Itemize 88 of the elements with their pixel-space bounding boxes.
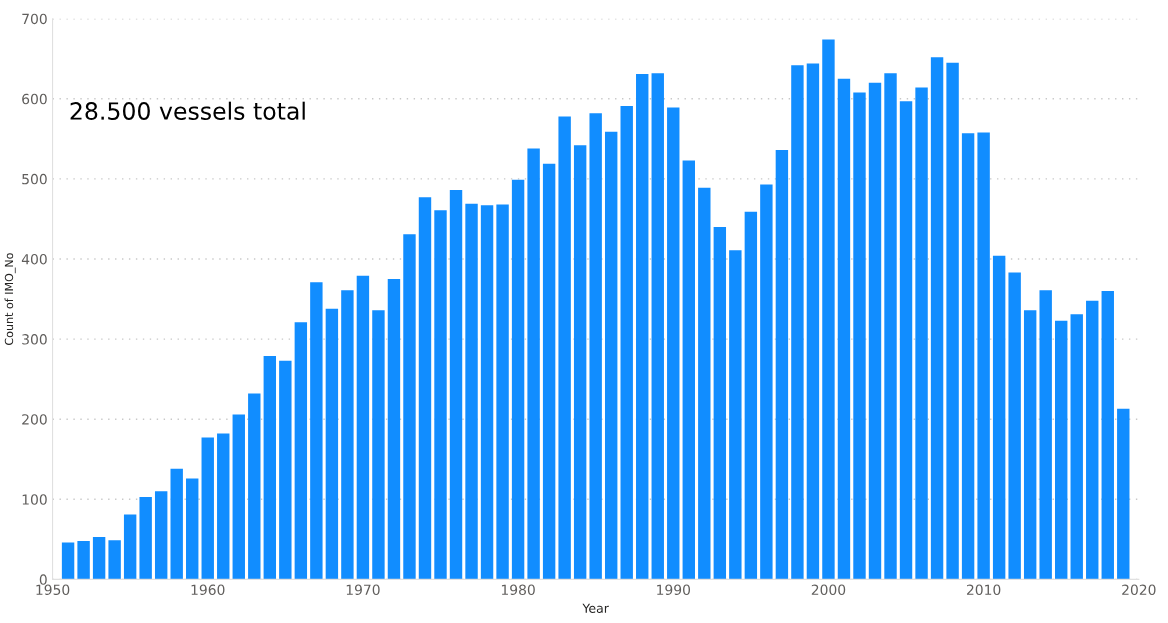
bar [604, 131, 618, 580]
x-tick-label: 1980 [501, 584, 535, 595]
x-axis-title: Year [582, 603, 609, 613]
y-tick-label: 700 [22, 13, 47, 25]
y-tick-label: 500 [22, 173, 47, 185]
y-tick-label: 300 [22, 334, 47, 345]
bar [434, 210, 447, 580]
y-tick-label: 200 [22, 414, 47, 425]
bar [449, 190, 463, 580]
bar [822, 39, 835, 580]
x-tick-label: 2000 [811, 584, 846, 595]
annotation: 28.500 vessels total [70, 101, 305, 120]
bar [977, 132, 990, 580]
bar [496, 204, 509, 580]
bar [170, 468, 183, 580]
bar [201, 437, 214, 580]
y-tick-label: 0 [39, 574, 47, 585]
bar [465, 203, 478, 580]
y-tick-label: 400 [21, 253, 47, 265]
bar [61, 542, 75, 580]
bar [248, 393, 261, 580]
bar [263, 355, 277, 580]
bar [403, 234, 416, 580]
bar [729, 250, 742, 580]
bar [154, 491, 168, 580]
x-tick-label: 1990 [657, 584, 691, 595]
bar [123, 514, 137, 580]
bar [418, 197, 432, 580]
bar [868, 82, 882, 580]
y-axis-title: Count of IMO_No [4, 253, 16, 345]
bar [1039, 290, 1052, 580]
bar [1101, 291, 1114, 580]
y-tick-label: 100 [22, 494, 47, 505]
bar [744, 211, 758, 580]
bar [884, 73, 897, 580]
bar [108, 540, 121, 580]
bar [511, 179, 525, 580]
bar [372, 310, 385, 580]
x-tick-label: 2010 [966, 584, 1001, 595]
bar [899, 101, 913, 580]
bar [1070, 314, 1083, 580]
bar [682, 160, 695, 580]
bar [930, 57, 944, 580]
bar [232, 414, 245, 580]
bar [961, 133, 975, 580]
bar [294, 322, 308, 580]
bar [946, 62, 959, 580]
bar [806, 63, 820, 580]
bar [310, 282, 323, 580]
x-tick-label: 1950 [36, 584, 70, 595]
bar [1008, 272, 1021, 580]
bar [620, 106, 633, 580]
bar [186, 478, 199, 580]
y-tick-label: 600 [22, 93, 47, 105]
bar [217, 433, 230, 580]
bar [92, 536, 106, 580]
bar [698, 187, 711, 580]
bar [915, 87, 928, 580]
bar [387, 279, 401, 580]
bar [325, 308, 339, 580]
bar [573, 145, 587, 580]
bar [636, 73, 649, 580]
bar [558, 116, 571, 580]
bar [589, 113, 602, 580]
x-tick-label: 1960 [191, 584, 225, 595]
bar [1023, 310, 1037, 580]
bar [77, 540, 90, 580]
bar [1117, 408, 1130, 580]
bar [853, 92, 866, 580]
bar [480, 205, 494, 580]
bar [713, 226, 727, 580]
bar [542, 163, 556, 580]
bar [356, 275, 370, 580]
bar [667, 107, 680, 580]
bar [341, 290, 354, 580]
x-tick-label: 1970 [346, 584, 380, 595]
bar [992, 255, 1006, 580]
bar [279, 360, 292, 580]
bar [651, 73, 664, 580]
bar [775, 150, 789, 580]
bar [527, 148, 540, 580]
bar [139, 496, 152, 580]
bar [1086, 300, 1099, 580]
bar [1055, 320, 1068, 580]
x-tick-label: 2020 [1122, 584, 1156, 595]
bar [760, 184, 773, 580]
bar [791, 65, 804, 580]
bar [837, 78, 851, 580]
